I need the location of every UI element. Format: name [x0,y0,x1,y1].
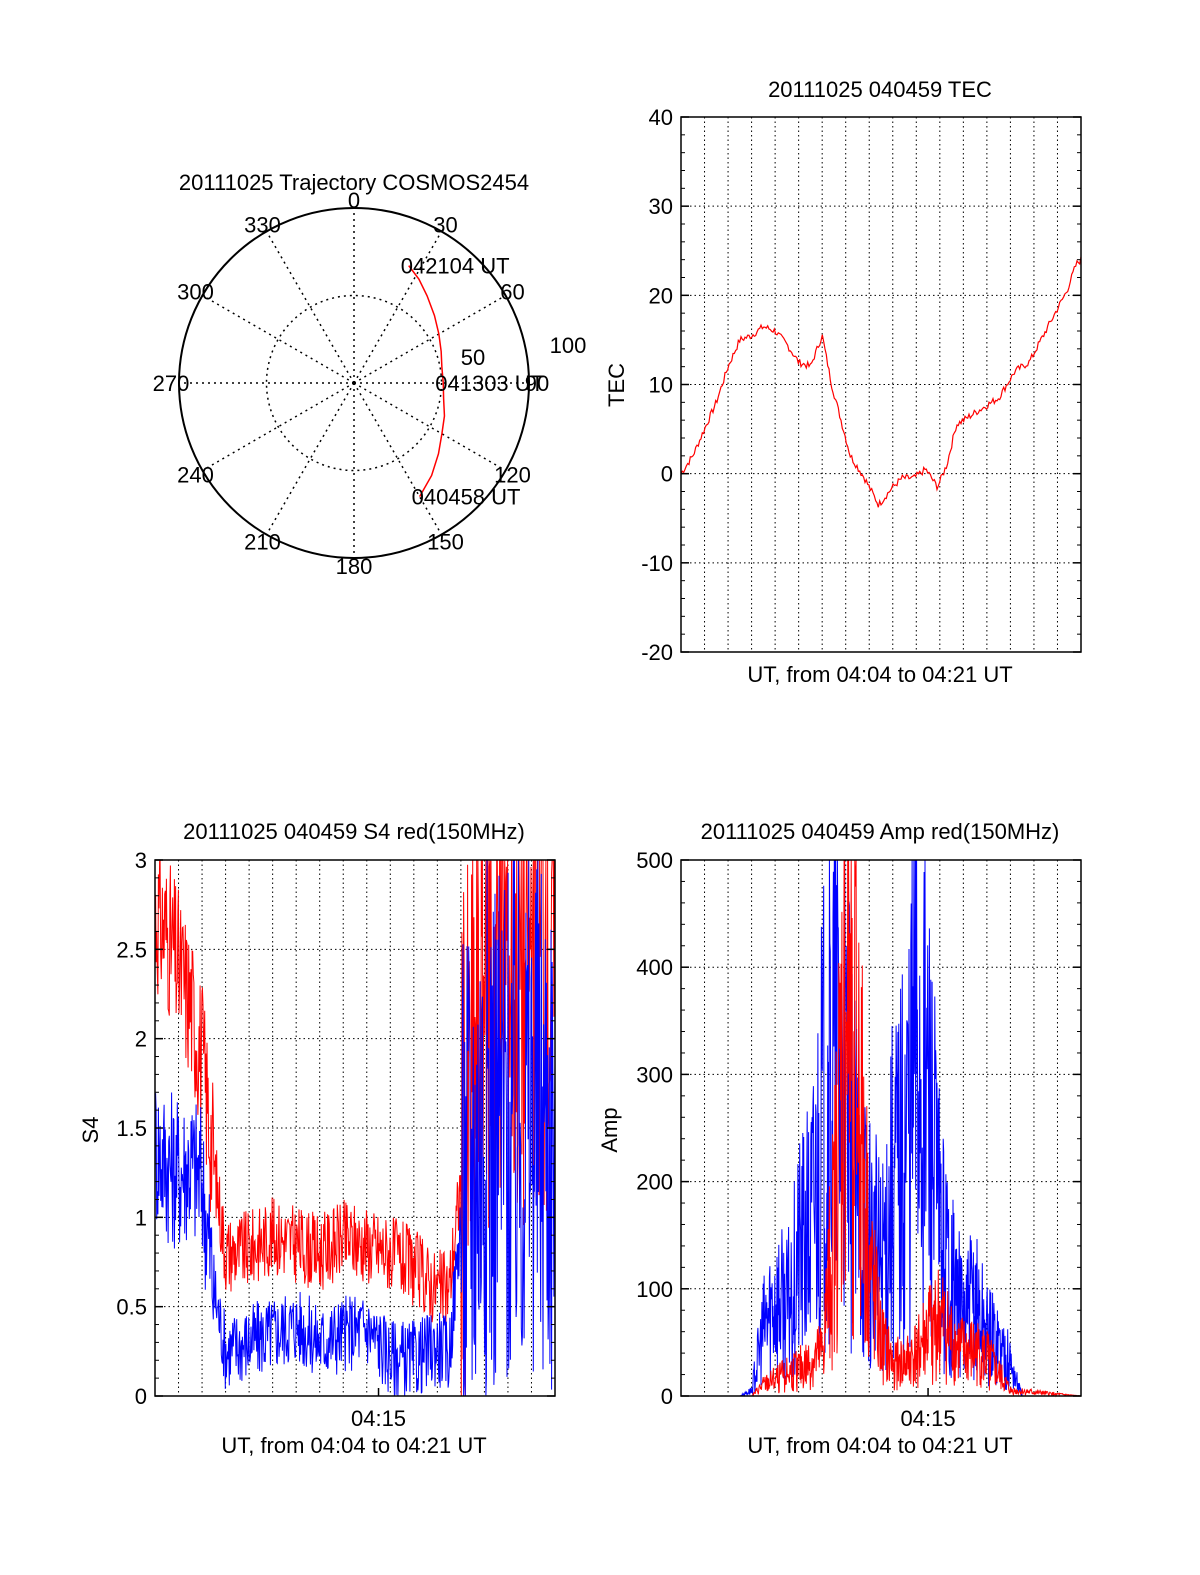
x-tick-label: 04:15 [901,1406,956,1431]
polar-annotation: 042104 UT [401,254,510,279]
y-tick-label: 2 [135,1027,147,1052]
s4-series [154,859,556,1397]
series-line [680,256,1082,508]
polar-trajectory-line [408,265,446,498]
polar-annotations: 042104 UT 041303 UT 040458 UT [401,254,544,510]
tec-series [680,256,1082,508]
series-line [681,859,1081,1397]
y-tick-label: 0 [661,462,673,487]
amp-grid [681,860,1081,1396]
tec-grid [681,117,1081,652]
tec-x-label: UT, from 04:04 to 04:21 UT [747,662,1012,687]
x-tick-label: 04:15 [351,1406,406,1431]
s4-x-label: UT, from 04:04 to 04:21 UT [221,1433,486,1458]
series-line [154,859,555,1397]
y-tick-label: 100 [636,1277,673,1302]
polar-annotation: 040458 UT [412,485,521,510]
polar-azimuth-labels: 0 30 60 90 120 150 180 210 240 270 300 330 [153,188,550,579]
amp-chart-panel: 20111025 040459 Amp red(150MHz) 0 100 200 3… [597,819,1082,1458]
s4-y-ticks: 0 0.5 1 1.5 2 2.5 3 [116,848,555,1409]
y-tick-label: 500 [636,848,673,873]
series-line [681,859,1081,1398]
y-tick-label: -20 [641,640,673,665]
amp-x-label: UT, from 04:04 to 04:21 UT [747,1433,1012,1458]
polar-radial-label: 50 [461,345,485,370]
amp-y-ticks: 0 100 200 300 400 500 [636,848,1081,1409]
y-tick-label: 2.5 [116,937,147,962]
polar-azimuth-label: 150 [427,529,464,554]
s4-y-label: S4 [78,1117,103,1144]
polar-azimuth-label: 300 [177,280,214,305]
amp-title: 20111025 040459 Amp red(150MHz) [701,819,1060,844]
y-tick-label: 300 [636,1062,673,1087]
polar-azimuth-label: 60 [500,280,524,305]
tec-y-ticks: -20 -10 0 10 20 30 40 [641,105,1081,665]
polar-azimuth-label: 240 [177,463,214,488]
tec-y-label: TEC [604,363,629,407]
amp-y-label: Amp [597,1107,622,1152]
polar-grid-spoke [353,294,506,384]
y-tick-label: 20 [649,283,673,308]
polar-annotation: 041303 UT [435,371,544,396]
tec-title: 20111025 040459 TEC [768,77,992,102]
y-tick-label: 0.5 [116,1295,147,1320]
series-line [154,859,556,1397]
y-tick-label: 200 [636,1170,673,1195]
y-tick-label: -10 [641,551,673,576]
polar-azimuth-label: 0 [348,188,360,213]
polar-azimuth-label: 90 [525,371,549,396]
polar-radial-labels: 50 100 [461,333,587,370]
polar-grid-spoke [202,294,355,384]
y-tick-label: 40 [649,105,673,130]
y-tick-label: 1.5 [116,1116,147,1141]
polar-trajectory [408,265,446,498]
polar-title: 20111025 Trajectory COSMOS2454 [179,170,529,195]
y-tick-label: 0 [661,1384,673,1409]
y-tick-label: 10 [649,373,673,398]
y-tick-label: 0 [135,1384,147,1409]
y-tick-label: 3 [135,848,147,873]
s4-title: 20111025 040459 S4 red(150MHz) [183,819,525,844]
polar-grid-spoke [265,231,355,384]
amp-x-ticks: 04:15 [901,1388,956,1431]
polar-azimuth-label: 180 [336,554,373,579]
polar-grid-spoke [202,382,355,472]
polar-azimuth-label: 270 [153,371,190,396]
amp-plot-frame [680,859,1082,1397]
s4-x-ticks: 04:15 [351,1388,406,1431]
polar-azimuth-label: 330 [244,213,281,238]
polar-grid [179,208,529,558]
polar-azimuth-label: 120 [494,463,531,488]
tec-chart-panel: 20111025 040459 TEC -20 -10 0 10 20 30 40 UT, … [604,77,1082,687]
polar-grid-ring [265,294,443,472]
polar-trajectory-panel: 20111025 Trajectory COSMOS2454 0 30 60 90 12… [153,170,587,579]
polar-radial-label: 100 [550,333,587,358]
polar-azimuth-label: 30 [433,213,457,238]
polar-grid-spoke [353,382,506,472]
polar-grid-spoke [353,231,443,384]
amp-series [681,859,1081,1398]
polar-grid-spoke [265,382,355,535]
y-tick-label: 400 [636,955,673,980]
polar-outer-circle [178,207,530,559]
polar-azimuth-label: 210 [244,529,281,554]
polar-grid-spoke [353,382,443,535]
y-tick-label: 1 [135,1205,147,1230]
s4-chart-panel: 20111025 040459 S4 red(150MHz) 0 0.5 1 1.5 2… [78,819,556,1458]
y-tick-label: 30 [649,194,673,219]
